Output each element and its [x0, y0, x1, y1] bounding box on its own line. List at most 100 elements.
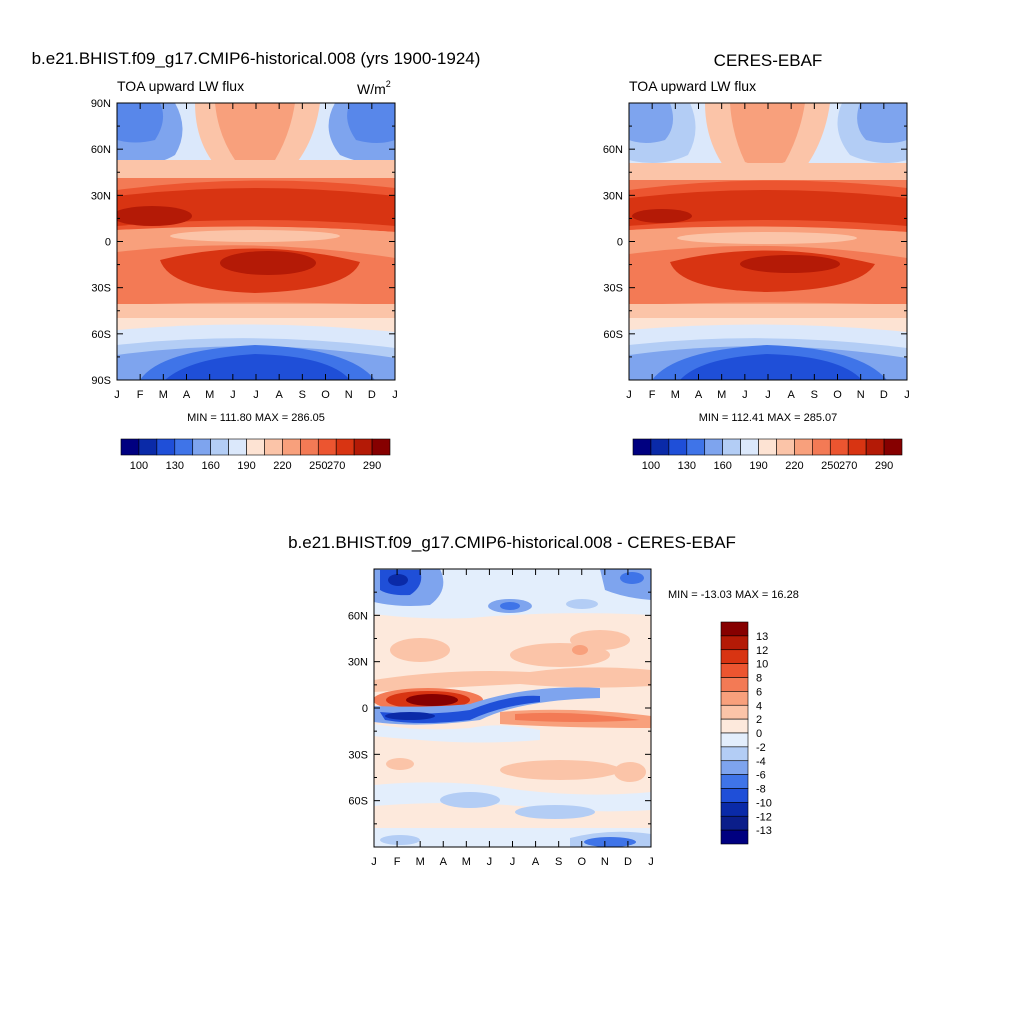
y-tick-label: 30S — [91, 283, 111, 295]
x-tick-label: N — [345, 389, 353, 401]
x-tick-label: O — [833, 389, 842, 401]
colorbar-label: 8 — [756, 673, 762, 685]
colorbar-label: 220 — [785, 460, 803, 472]
colorbar-swatch — [720, 829, 749, 845]
panel-diff: b.e21.BHIST.f09_g17.CMIP6-historical.008… — [288, 533, 799, 868]
panel-obs-title: CERES-EBAF — [714, 51, 823, 70]
x-tick-label: D — [624, 856, 632, 868]
x-tick-label: O — [321, 389, 330, 401]
colorbar-label: 160 — [713, 460, 731, 472]
colorbar-label: 190 — [237, 460, 255, 472]
y-tick-label: 60N — [91, 144, 111, 156]
x-tick-label: J — [904, 389, 910, 401]
colorbar-label: 130 — [166, 460, 184, 472]
x-tick-label: F — [394, 856, 401, 868]
y-tick-label: 30N — [91, 190, 111, 202]
colorbar-label: 160 — [201, 460, 219, 472]
y-tick-label: 60S — [348, 796, 368, 808]
panel-obs: CERES-EBAF TOA upward LW flux — [603, 51, 910, 472]
colorbar-label: 10 — [756, 659, 768, 671]
colorbar-swatch — [758, 438, 777, 456]
x-tick-label: O — [577, 856, 586, 868]
panel-diff-colorbar: 13 12 10 86 4 2 0 -2 -4 -6 -8-10 -12 -13 — [720, 621, 772, 845]
colorbar-label: -8 — [756, 784, 766, 796]
x-tick-label: S — [811, 389, 818, 401]
colorbar-swatch — [720, 677, 749, 692]
panel-model-colorbar: 100 130 160 190 220 250 270 290 — [120, 438, 391, 472]
panel-obs-subtitle: TOA upward LW flux — [629, 78, 756, 94]
panel-obs-stats: MIN = 112.41 MAX = 285.07 — [699, 412, 838, 424]
x-tick-label: F — [649, 389, 656, 401]
x-tick-label: J — [487, 856, 493, 868]
colorbar-label: 4 — [756, 700, 762, 712]
x-tick-label: F — [137, 389, 144, 401]
colorbar-swatch — [720, 718, 749, 734]
panel-model-subtitle: TOA upward LW flux — [117, 78, 244, 94]
colorbar-swatch — [704, 438, 723, 456]
x-tick-label: S — [299, 389, 306, 401]
colorbar-label: 190 — [749, 460, 767, 472]
colorbar-swatch — [720, 621, 749, 637]
colorbar-swatch — [722, 438, 741, 456]
x-tick-label: A — [440, 856, 448, 868]
colorbar-swatch — [246, 438, 265, 456]
colorbar-swatch — [883, 438, 903, 456]
y-tick-label: 60N — [603, 144, 623, 156]
y-tick-label: 0 — [617, 237, 623, 249]
colorbar-label: 6 — [756, 686, 762, 698]
y-tick-label: 60S — [603, 329, 623, 341]
x-tick-label: N — [601, 856, 609, 868]
panel-model-field — [117, 103, 395, 380]
colorbar-swatch — [720, 815, 749, 831]
panel-model-axes: J F M A M J J A S O N D J 90N 60N 30N 0 30S 60S 90S — [91, 98, 398, 401]
x-tick-label: N — [857, 389, 865, 401]
x-tick-label: J — [392, 389, 398, 401]
y-tick-label: 30N — [603, 190, 623, 202]
colorbar-label: 250 — [309, 460, 327, 472]
colorbar-label: 100 — [642, 460, 660, 472]
panel-obs-field — [629, 103, 907, 380]
colorbar-label: 220 — [273, 460, 291, 472]
x-tick-label: M — [416, 856, 425, 868]
colorbar-swatch — [720, 663, 749, 678]
colorbar-label: 0 — [756, 728, 762, 740]
colorbar-swatch — [720, 649, 749, 664]
y-tick-label: 60N — [348, 610, 368, 622]
x-tick-label: M — [159, 389, 168, 401]
colorbar-swatch — [829, 438, 849, 456]
panel-model: b.e21.BHIST.f09_g17.CMIP6-historical.008… — [32, 49, 481, 472]
x-tick-label: J — [765, 389, 771, 401]
panel-model-stats: MIN = 111.80 MAX = 286.05 — [187, 412, 325, 424]
y-tick-label: 90S — [91, 375, 111, 387]
x-tick-label: J — [371, 856, 377, 868]
colorbar-swatch — [371, 438, 391, 456]
colorbar-swatch — [282, 438, 301, 456]
x-tick-label: M — [671, 389, 680, 401]
colorbar-swatch — [668, 438, 688, 456]
x-tick-label: S — [555, 856, 562, 868]
colorbar-swatch — [720, 704, 749, 720]
panel-diff-field — [374, 569, 651, 847]
x-tick-label: A — [183, 389, 191, 401]
colorbar-swatch — [632, 438, 652, 456]
colorbar-swatch — [720, 802, 749, 817]
colorbar-label: -4 — [756, 756, 766, 768]
colorbar-label: -2 — [756, 742, 766, 754]
colorbar-swatch — [228, 438, 247, 456]
colorbar-label: 270 — [839, 460, 857, 472]
colorbar-label: -13 — [756, 825, 772, 837]
x-tick-label: J — [114, 389, 120, 401]
colorbar-swatch — [847, 438, 867, 456]
panel-obs-axes: J F M A M J J A S O N D J 60N 30N 0 30S 60S — [603, 103, 910, 401]
x-tick-label: J — [230, 389, 236, 401]
x-tick-label: J — [626, 389, 632, 401]
panel-model-title: b.e21.BHIST.f09_g17.CMIP6-historical.008… — [32, 49, 481, 68]
colorbar-label: 290 — [363, 460, 381, 472]
x-tick-label: M — [717, 389, 726, 401]
colorbar-label: 290 — [875, 460, 893, 472]
y-tick-label: 30N — [348, 657, 368, 669]
colorbar-label: -10 — [756, 797, 772, 809]
colorbar-swatch — [174, 438, 194, 456]
y-tick-label: 60S — [91, 329, 111, 341]
